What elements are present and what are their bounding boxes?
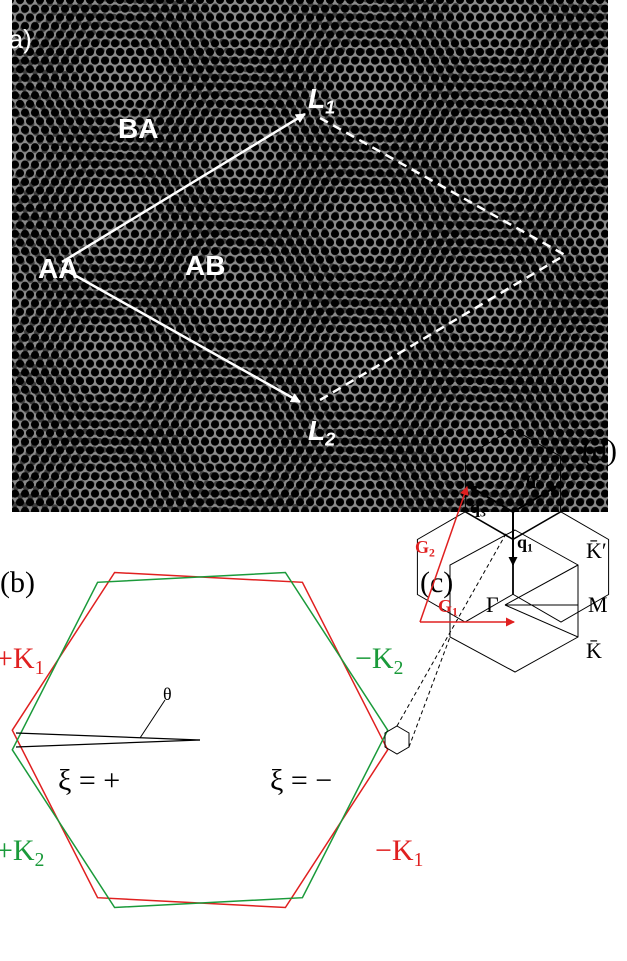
point-label: Γ: [486, 592, 499, 617]
angle-line: [16, 740, 200, 747]
label-base: +K: [0, 834, 35, 867]
label-base: q: [517, 532, 527, 552]
label-subscript: 1: [325, 97, 335, 117]
label-base: G: [438, 596, 452, 616]
region-label: BA: [118, 113, 158, 144]
region-label: AB: [185, 250, 225, 281]
k-point-label: +K2: [0, 834, 44, 871]
label-subscript: 1: [414, 850, 424, 871]
label-base: L: [308, 83, 325, 114]
valley-label: ξ = −: [270, 764, 332, 797]
pointer: [140, 700, 165, 738]
label-base: q: [526, 468, 536, 488]
angle-label: θ: [163, 684, 172, 704]
label-subscript: 3: [480, 507, 486, 520]
dashed-line: [397, 532, 507, 726]
label-subscript: 2: [429, 547, 435, 560]
k-point-label: +K1: [0, 642, 44, 679]
label-subscript: 1: [527, 542, 533, 555]
brillouin-zone-layer-1: [12, 573, 387, 908]
label-base: G: [415, 537, 429, 557]
label-base: q: [470, 497, 480, 517]
panel-label: (c): [420, 566, 453, 599]
region-label: AA: [38, 253, 78, 284]
label-subscript: 1: [35, 658, 45, 679]
label-base: +K: [0, 642, 35, 675]
small-hexagon: [385, 726, 409, 754]
point-label: K̄: [586, 638, 602, 663]
brillouin-zone-layer-2: [12, 573, 387, 908]
panel-label: (d): [582, 434, 617, 467]
point-label: K̄′: [586, 538, 607, 563]
k-point-label: −K2: [355, 642, 403, 679]
vector-label: G1: [438, 596, 458, 619]
figure: (a) BA AA AB L1 L2 (b) θ ξ = + ξ = − +K1…: [0, 0, 627, 961]
label-subscript: 1: [452, 606, 458, 619]
panel-label: (a): [0, 24, 32, 54]
bz-line: [505, 565, 578, 605]
label-base: −K: [355, 642, 394, 675]
dashed-line: [409, 637, 450, 747]
valley-label: ξ = +: [58, 764, 120, 797]
label-base: −K: [375, 834, 414, 867]
bz-line: [505, 605, 578, 637]
label-subscript: 2: [394, 658, 404, 679]
vector-label: q1: [517, 532, 533, 555]
angle-line: [16, 733, 200, 740]
k-point-label: −K1: [375, 834, 423, 871]
label-subscript: 2: [35, 850, 45, 871]
panel-label: (b): [0, 566, 35, 599]
label-subscript: 2: [536, 478, 542, 491]
vector-label: G2: [415, 537, 435, 560]
label-subscript: 2: [324, 429, 335, 449]
label-base: L: [308, 415, 325, 446]
